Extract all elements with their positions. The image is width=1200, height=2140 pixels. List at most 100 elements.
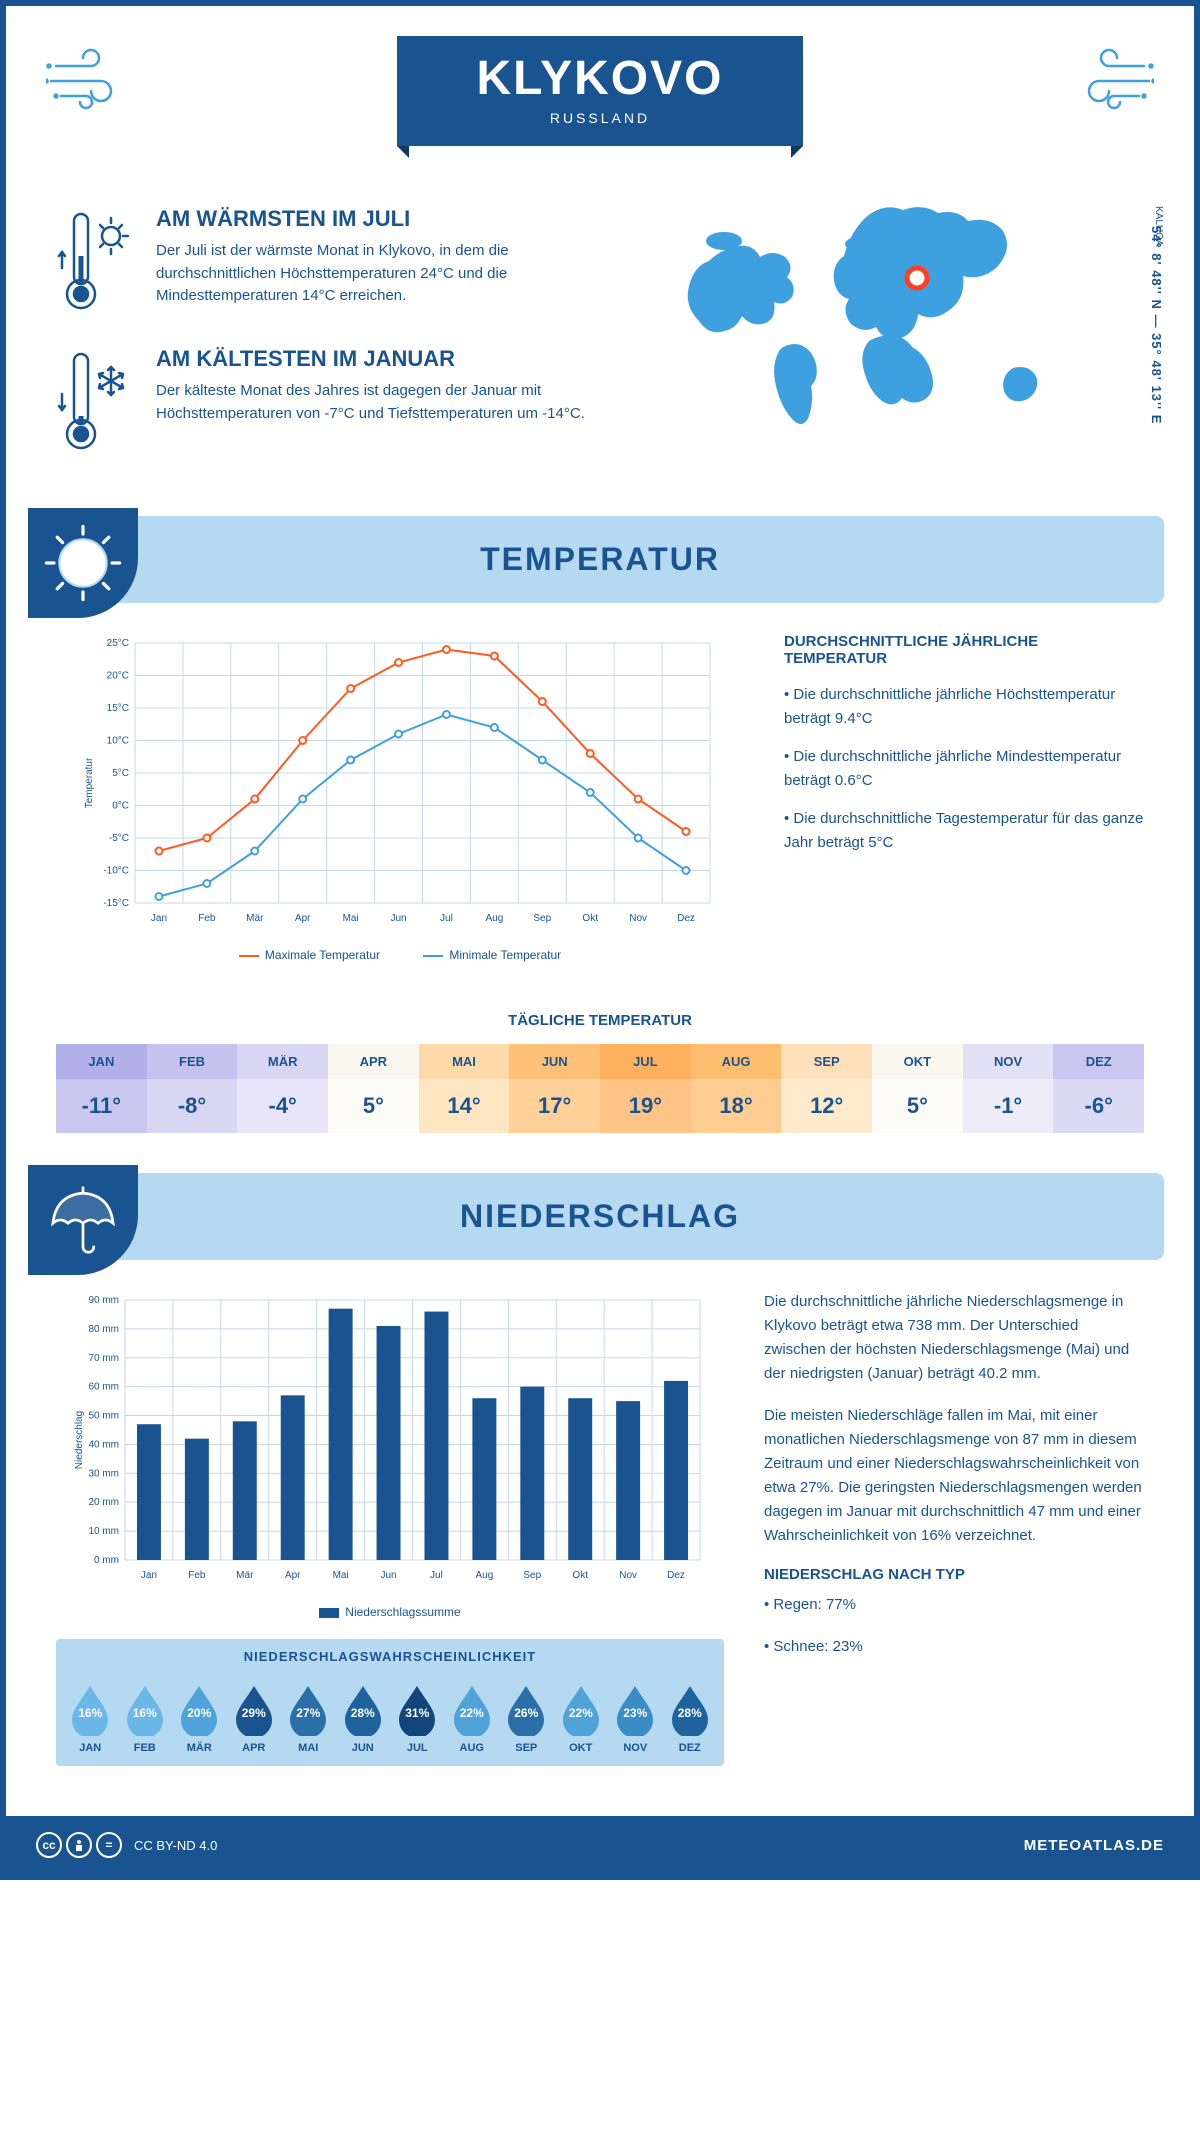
probability-cell: 23%NOV (609, 1682, 662, 1754)
precip-type-title: NIEDERSCHLAG NACH TYP (764, 1566, 1144, 1583)
temp-band-cell: AUG18° (691, 1044, 782, 1133)
temp-band-cell: FEB-8° (147, 1044, 238, 1133)
precip-heading: NIEDERSCHLAG (36, 1198, 1164, 1235)
temp-band-cell: JUN17° (509, 1044, 600, 1133)
sun-icon (28, 508, 138, 618)
coldest-text: Der kälteste Monat des Jahres ist dagege… (156, 380, 624, 425)
temp-band-cell: OKT5° (872, 1044, 963, 1133)
daily-temp-title: TÄGLICHE TEMPERATUR (6, 1012, 1194, 1029)
svg-text:Jun: Jun (380, 1570, 396, 1581)
probability-box: NIEDERSCHLAGSWAHRSCHEINLICHKEIT 16%JAN16… (56, 1639, 724, 1766)
svg-text:Temperatur: Temperatur (84, 757, 95, 808)
svg-text:-15°C: -15°C (103, 898, 129, 909)
svg-text:Sep: Sep (523, 1570, 541, 1581)
temp-band-cell: DEZ-6° (1053, 1044, 1144, 1133)
svg-text:60 mm: 60 mm (88, 1382, 119, 1393)
svg-text:-5°C: -5°C (109, 833, 129, 844)
wind-icon (46, 46, 136, 116)
temp-heading: TEMPERATUR (36, 541, 1164, 578)
svg-text:Mai: Mai (343, 913, 359, 924)
svg-text:Dez: Dez (677, 913, 695, 924)
svg-text:Mai: Mai (333, 1570, 349, 1581)
svg-text:Niederschlag: Niederschlag (74, 1411, 85, 1469)
svg-text:0 mm: 0 mm (94, 1555, 119, 1566)
svg-text:Mär: Mär (236, 1570, 254, 1581)
svg-text:20°C: 20°C (107, 671, 129, 682)
probability-cell: 16%JAN (64, 1682, 117, 1754)
temp-line-chart: -15°C-10°C-5°C0°C5°C10°C15°C20°C25°CJanF… (56, 633, 744, 933)
intro-right: KALUGA 54° 8' 48'' N — 35° 48' 13'' E (664, 206, 1144, 486)
precip-para: Die meisten Niederschläge fallen im Mai,… (764, 1404, 1144, 1548)
license-text: CC BY-ND 4.0 (134, 1838, 217, 1853)
intro-left: AM WÄRMSTEN IM JULI Der Juli ist der wär… (56, 206, 624, 486)
page-container: KLYKOVO RUSSLAND AM WÄRMSTEN IM JULI Der… (0, 0, 1200, 1880)
temp-band-cell: NOV-1° (963, 1044, 1054, 1133)
coldest-block: AM KÄLTESTEN IM JANUAR Der kälteste Mona… (56, 346, 624, 456)
svg-text:Sep: Sep (533, 913, 551, 924)
warmest-block: AM WÄRMSTEN IM JULI Der Juli ist der wär… (56, 206, 624, 316)
svg-text:0°C: 0°C (112, 801, 129, 812)
temp-band-cell: JUL19° (600, 1044, 691, 1133)
footer-license: cc = CC BY-ND 4.0 (36, 1832, 217, 1858)
temp-section-header: TEMPERATUR (36, 516, 1164, 603)
daily-temp-band: JAN-11°FEB-8°MÄR-4°APR5°MAI14°JUN17°JUL1… (56, 1044, 1144, 1133)
precip-type: • Regen: 77% (764, 1593, 1144, 1617)
temp-info: DURCHSCHNITTLICHE JÄHRLICHE TEMPERATUR •… (784, 633, 1144, 962)
probability-cell: 31%JUL (391, 1682, 444, 1754)
precip-para: Die durchschnittliche jährliche Niedersc… (764, 1290, 1144, 1386)
by-icon (66, 1832, 92, 1858)
svg-text:Aug: Aug (475, 1570, 493, 1581)
svg-text:Jul: Jul (430, 1570, 443, 1581)
intro-section: AM WÄRMSTEN IM JULI Der Juli ist der wär… (6, 166, 1194, 516)
coldest-title: AM KÄLTESTEN IM JANUAR (156, 346, 624, 372)
temp-info-title: DURCHSCHNITTLICHE JÄHRLICHE TEMPERATUR (784, 633, 1144, 667)
precip-type: • Schnee: 23% (764, 1635, 1144, 1659)
svg-text:Nov: Nov (629, 913, 647, 924)
probability-cell: 29%APR (228, 1682, 281, 1754)
country-name: RUSSLAND (477, 110, 724, 126)
nd-icon: = (96, 1832, 122, 1858)
precip-legend: Niederschlagssumme (56, 1605, 724, 1619)
temp-band-cell: MAI14° (419, 1044, 510, 1133)
temp-band-cell: JAN-11° (56, 1044, 147, 1133)
cc-icon: cc (36, 1832, 62, 1858)
svg-text:Jul: Jul (440, 913, 453, 924)
svg-text:10°C: 10°C (107, 736, 129, 747)
thermometer-hot-icon (56, 206, 136, 316)
temp-bullet: • Die durchschnittliche Tagestemperatur … (784, 807, 1144, 855)
svg-text:Nov: Nov (619, 1570, 637, 1581)
probability-cell: 27%MAI (282, 1682, 335, 1754)
temp-band-cell: MÄR-4° (237, 1044, 328, 1133)
city-name: KLYKOVO (477, 51, 724, 106)
svg-text:Aug: Aug (485, 913, 503, 924)
probability-cell: 16%FEB (119, 1682, 172, 1754)
temp-chart-area: -15°C-10°C-5°C0°C5°C10°C15°C20°C25°CJanF… (56, 633, 744, 962)
svg-text:10 mm: 10 mm (88, 1526, 119, 1537)
svg-text:Jun: Jun (390, 913, 406, 924)
svg-text:Jan: Jan (151, 913, 167, 924)
coordinates: 54° 8' 48'' N — 35° 48' 13'' E (1149, 226, 1164, 424)
probability-cell: 28%JUN (337, 1682, 390, 1754)
temp-legend: Maximale Temperatur Minimale Temperatur (56, 948, 744, 962)
svg-text:Apr: Apr (295, 913, 311, 924)
temp-bullet: • Die durchschnittliche jährliche Höchst… (784, 683, 1144, 731)
svg-text:90 mm: 90 mm (88, 1295, 119, 1306)
wind-icon (1064, 46, 1154, 116)
temp-band-cell: APR5° (328, 1044, 419, 1133)
thermometer-cold-icon (56, 346, 136, 456)
legend-max-label: Maximale Temperatur (265, 948, 380, 962)
temp-content: -15°C-10°C-5°C0°C5°C10°C15°C20°C25°CJanF… (6, 603, 1194, 992)
svg-text:Apr: Apr (285, 1570, 301, 1581)
precip-left: 0 mm10 mm20 mm30 mm40 mm50 mm60 mm70 mm8… (56, 1290, 724, 1766)
probability-row: 16%JAN16%FEB20%MÄR29%APR27%MAI28%JUN31%J… (56, 1674, 724, 1766)
svg-text:25°C: 25°C (107, 638, 129, 649)
warmest-title: AM WÄRMSTEN IM JULI (156, 206, 624, 232)
svg-text:40 mm: 40 mm (88, 1439, 119, 1450)
svg-text:-10°C: -10°C (103, 866, 129, 877)
svg-text:Okt: Okt (582, 913, 598, 924)
legend-bar-label: Niederschlagssumme (345, 1605, 460, 1619)
world-map-icon (664, 206, 1104, 446)
svg-text:Jan: Jan (141, 1570, 157, 1581)
precip-content: 0 mm10 mm20 mm30 mm40 mm50 mm60 mm70 mm8… (6, 1260, 1194, 1796)
probability-cell: 28%DEZ (664, 1682, 717, 1754)
